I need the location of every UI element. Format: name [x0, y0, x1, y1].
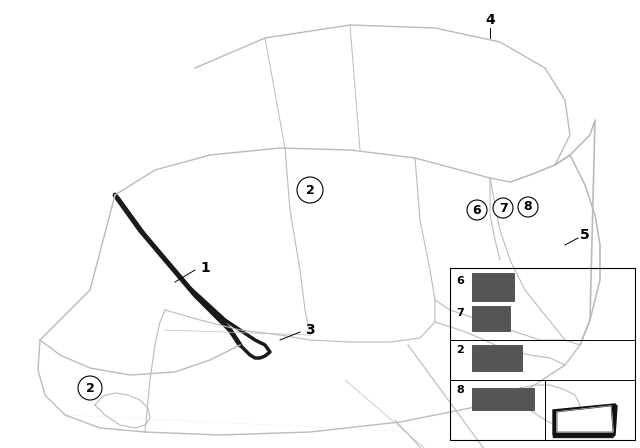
Text: 6: 6	[473, 203, 481, 216]
FancyBboxPatch shape	[472, 345, 522, 371]
Circle shape	[78, 376, 102, 400]
Circle shape	[493, 198, 513, 218]
FancyBboxPatch shape	[472, 306, 510, 331]
Polygon shape	[557, 406, 613, 432]
Text: 2: 2	[456, 345, 464, 355]
FancyBboxPatch shape	[472, 273, 514, 301]
Text: 6: 6	[456, 276, 464, 286]
Text: 8: 8	[524, 201, 532, 214]
FancyBboxPatch shape	[472, 388, 534, 410]
Bar	[450, 268, 635, 440]
Text: 2: 2	[86, 382, 94, 395]
FancyBboxPatch shape	[553, 432, 613, 438]
Text: 4: 4	[485, 13, 495, 27]
Text: 8: 8	[456, 385, 464, 395]
Text: 3: 3	[305, 323, 315, 337]
Text: 1: 1	[200, 261, 210, 275]
Circle shape	[467, 200, 487, 220]
Text: 7: 7	[456, 308, 464, 318]
Text: 5: 5	[580, 228, 590, 242]
Circle shape	[297, 177, 323, 203]
Polygon shape	[553, 404, 617, 437]
Text: 7: 7	[499, 202, 508, 215]
Circle shape	[518, 197, 538, 217]
Text: 2: 2	[306, 184, 314, 197]
